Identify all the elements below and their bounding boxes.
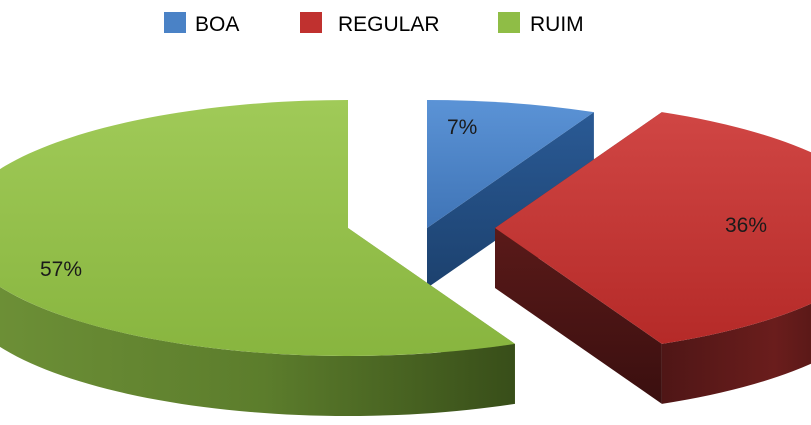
legend-item-ruim: RUIM [498,12,584,36]
pie-slice-boa [427,100,594,289]
legend-swatch-boa [164,12,186,33]
legend-swatch-regular [300,12,322,33]
pie-wall-boa-end [427,112,594,289]
legend: BOA REGULAR RUIM [164,12,584,36]
pie-top-ruim [0,100,515,356]
pie-wall-regular-end [495,228,662,404]
data-label-regular: 36% [725,214,767,237]
data-label-ruim: 57% [40,258,82,281]
pie-side-regular [661,303,811,404]
legend-swatch-ruim [498,12,520,33]
legend-label-regular: REGULAR [338,13,440,36]
legend-label-ruim: RUIM [530,13,584,36]
legend-item-boa: BOA [164,12,239,36]
legend-item-regular: REGULAR [300,12,440,36]
pie-top-regular [495,112,811,344]
pie-slice-regular [495,112,811,404]
legend-label-boa: BOA [195,13,239,36]
pie-slice-ruim [0,100,515,416]
pie-side-ruim [0,286,515,416]
pie-top-boa [427,100,594,228]
data-label-boa: 7% [447,116,477,139]
